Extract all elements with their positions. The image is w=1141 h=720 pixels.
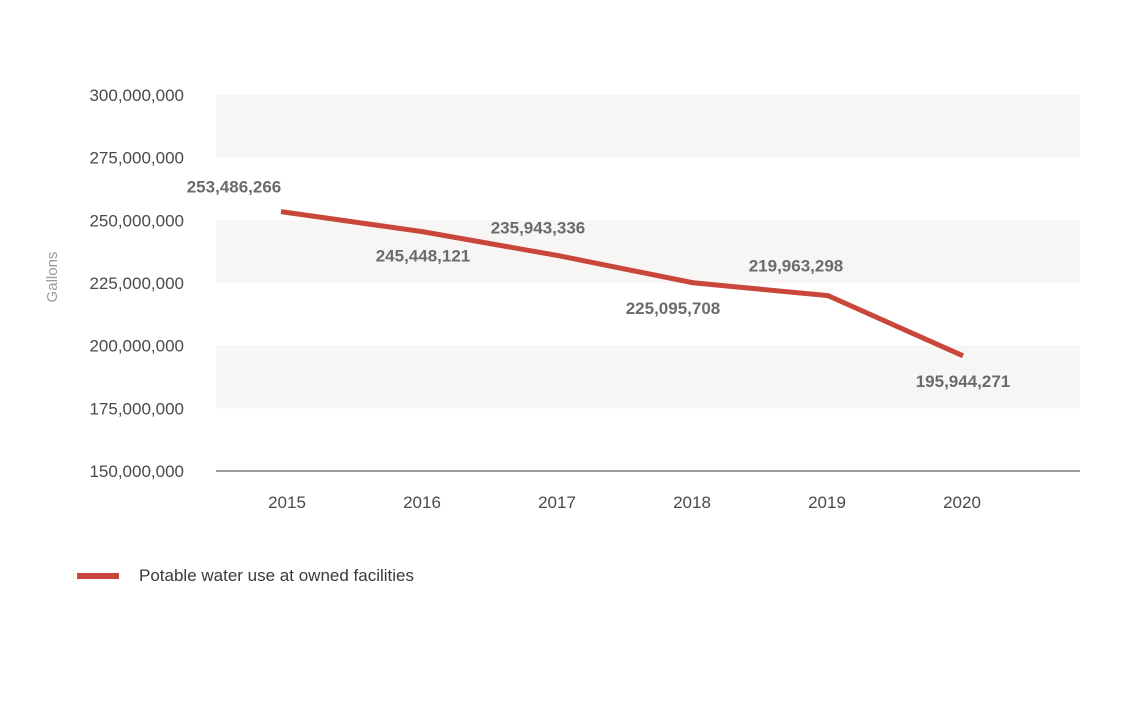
legend: Potable water use at owned facilities [77, 566, 414, 585]
legend-label: Potable water use at owned facilities [139, 566, 414, 585]
x-tick-label: 2015 [268, 493, 306, 512]
y-tick-label: 250,000,000 [89, 211, 184, 230]
x-axis-ticks: 2015 2016 2017 2018 2019 2020 [268, 493, 981, 512]
y-tick-label: 150,000,000 [89, 462, 184, 481]
grid-band [216, 345, 1080, 409]
y-tick-label: 200,000,000 [89, 337, 184, 356]
data-label: 219,963,298 [749, 257, 844, 276]
y-axis-label: Gallons [44, 252, 61, 303]
data-label: 245,448,121 [376, 247, 471, 266]
data-label: 225,095,708 [626, 299, 721, 318]
data-label: 195,944,271 [916, 372, 1011, 391]
y-tick-label: 175,000,000 [89, 399, 184, 418]
x-tick-label: 2018 [673, 493, 711, 512]
series-group: 253,486,266 245,448,121 235,943,336 225,095… [187, 178, 1011, 391]
x-tick-label: 2017 [538, 493, 576, 512]
y-axis-ticks: 150,000,000 175,000,000 200,000,000 225,000… [89, 86, 184, 481]
data-label: 253,486,266 [187, 178, 282, 197]
grid-bands [216, 95, 1080, 409]
x-tick-label: 2016 [403, 493, 441, 512]
x-tick-label: 2020 [943, 493, 981, 512]
y-tick-label: 225,000,000 [89, 274, 184, 293]
x-tick-label: 2019 [808, 493, 846, 512]
y-tick-label: 300,000,000 [89, 86, 184, 105]
data-label: 235,943,336 [491, 219, 586, 238]
grid-band [216, 95, 1080, 158]
series-line [280, 209, 965, 359]
y-tick-label: 275,000,000 [89, 149, 184, 168]
